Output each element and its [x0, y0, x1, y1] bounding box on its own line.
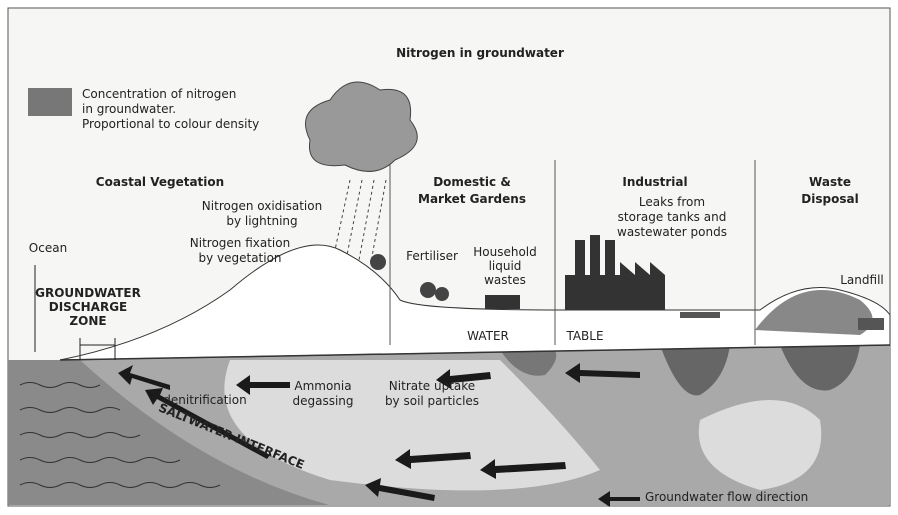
cloud	[305, 81, 418, 172]
label: Household	[473, 245, 537, 259]
label: DISCHARGE	[49, 300, 128, 314]
water-table	[59, 344, 891, 361]
section-heading: Market Gardens	[418, 192, 526, 206]
waves	[19, 382, 221, 488]
section-heading: Disposal	[801, 192, 858, 206]
label: storage tanks and	[618, 210, 727, 224]
rain	[334, 179, 387, 263]
label: liquid	[489, 259, 522, 273]
label: Landfill	[840, 273, 884, 287]
flow-arrows	[118, 363, 640, 507]
landfill-mound	[755, 290, 873, 335]
label: wastewater ponds	[617, 225, 727, 239]
section-heading: Coastal Vegetation	[96, 175, 224, 189]
bulldozer	[858, 318, 884, 330]
section-heading: Domestic &	[433, 175, 511, 189]
dividers	[389, 160, 756, 345]
label: Groundwater flow direction	[645, 490, 808, 504]
legend-text: Concentration of nitrogen	[82, 87, 236, 101]
plume	[780, 345, 860, 391]
label: Nitrogen fixation	[190, 236, 290, 250]
label: Ocean	[29, 241, 67, 255]
label: Leaks from	[639, 195, 705, 209]
plume	[660, 345, 730, 396]
label: WATER	[467, 329, 509, 343]
label: Ammonia	[294, 379, 351, 393]
legend-text: in groundwater.	[82, 102, 176, 116]
label: wastes	[484, 273, 526, 287]
label: Nitrogen oxidisation	[202, 199, 322, 213]
section-heading: Industrial	[622, 175, 687, 189]
label: TABLE	[565, 329, 603, 343]
legend-swatch	[28, 88, 72, 116]
label: GROUNDWATER	[35, 286, 141, 300]
title: Nitrogen in groundwater	[396, 46, 564, 60]
label: Fertiliser	[406, 249, 458, 263]
legend-text: Proportional to colour density	[82, 117, 259, 131]
ocean	[8, 360, 330, 505]
house	[485, 295, 520, 309]
label: by lightning	[226, 214, 297, 228]
label: ZONE	[69, 314, 106, 328]
discharge-marker	[34, 265, 116, 360]
label: by soil particles	[385, 394, 479, 408]
low-concentration-zone	[698, 400, 822, 490]
label: by vegetation	[198, 251, 281, 265]
label: Nitrate uptake	[389, 379, 475, 393]
section-heading: Waste	[809, 175, 851, 189]
pond	[680, 312, 720, 318]
factory	[565, 235, 665, 310]
trees	[370, 254, 449, 301]
label: degassing	[292, 394, 353, 408]
label: denitrification	[163, 393, 246, 407]
low-concentration-zone	[224, 360, 600, 491]
plume	[500, 350, 557, 376]
land-surface	[59, 244, 891, 361]
